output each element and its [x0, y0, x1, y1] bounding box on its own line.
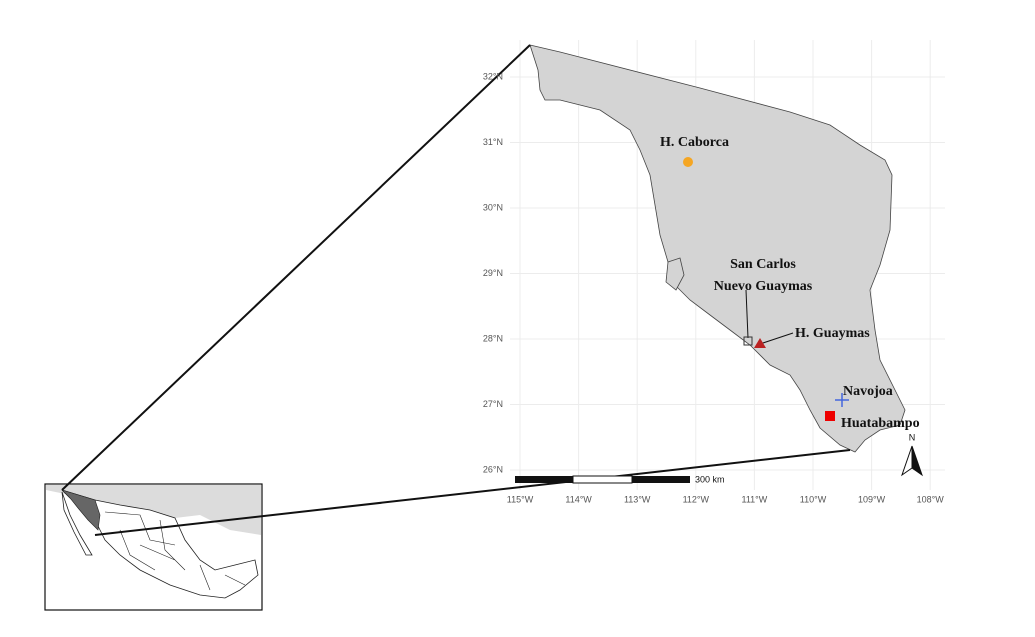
lon-label: 109°W: [858, 494, 886, 504]
zoom-line: [61, 44, 531, 491]
navojoa-marker: [835, 393, 849, 407]
lat-label: 29°N: [483, 268, 503, 278]
usa-area: [46, 485, 261, 535]
lon-label: 111°W: [742, 494, 768, 504]
north-label: N: [909, 432, 916, 442]
lon-label: 115°W: [507, 494, 534, 504]
lat-label: 27°N: [483, 399, 503, 409]
lat-label: 31°N: [483, 137, 503, 147]
place-label: Navojoa: [843, 384, 893, 399]
leader-line: [745, 289, 749, 339]
leader-line: [759, 332, 794, 345]
caborca-marker: [683, 157, 693, 167]
lat-label: 26°N: [483, 464, 503, 474]
san-carlos-marker: [743, 336, 753, 346]
lon-label: 108°W: [917, 494, 945, 504]
lon-label: 113°W: [624, 494, 651, 504]
lon-label: 110°W: [800, 494, 827, 504]
lat-label: 28°N: [483, 333, 503, 343]
north-arrow: [901, 445, 913, 477]
scale-segment: [572, 475, 633, 484]
mexico-outline: [61, 489, 259, 599]
scale-segment: [515, 476, 573, 483]
scale-label: 300 km: [695, 474, 725, 484]
place-label: Huatabampo: [841, 416, 920, 431]
lon-label: 112°W: [683, 494, 710, 504]
guaymas-marker: [754, 338, 766, 348]
sonora-outline: [529, 44, 906, 453]
lat-label: 30°N: [483, 202, 503, 212]
scale-segment: [632, 476, 690, 483]
sonora-inset: [61, 489, 101, 531]
lat-label: 32°N: [483, 71, 503, 81]
huatabampo-marker: [825, 411, 835, 421]
place-label: Nuevo Guaymas: [714, 279, 813, 294]
place-label: San Carlos: [730, 257, 796, 272]
mexico-states: [104, 511, 246, 591]
north-arrow: [911, 445, 923, 477]
lon-label: 114°W: [565, 494, 592, 504]
place-label: H. Guaymas: [795, 326, 870, 341]
zoom-line: [94, 449, 851, 536]
tiburon-island: [665, 257, 685, 291]
place-label: H. Caborca: [660, 135, 729, 150]
